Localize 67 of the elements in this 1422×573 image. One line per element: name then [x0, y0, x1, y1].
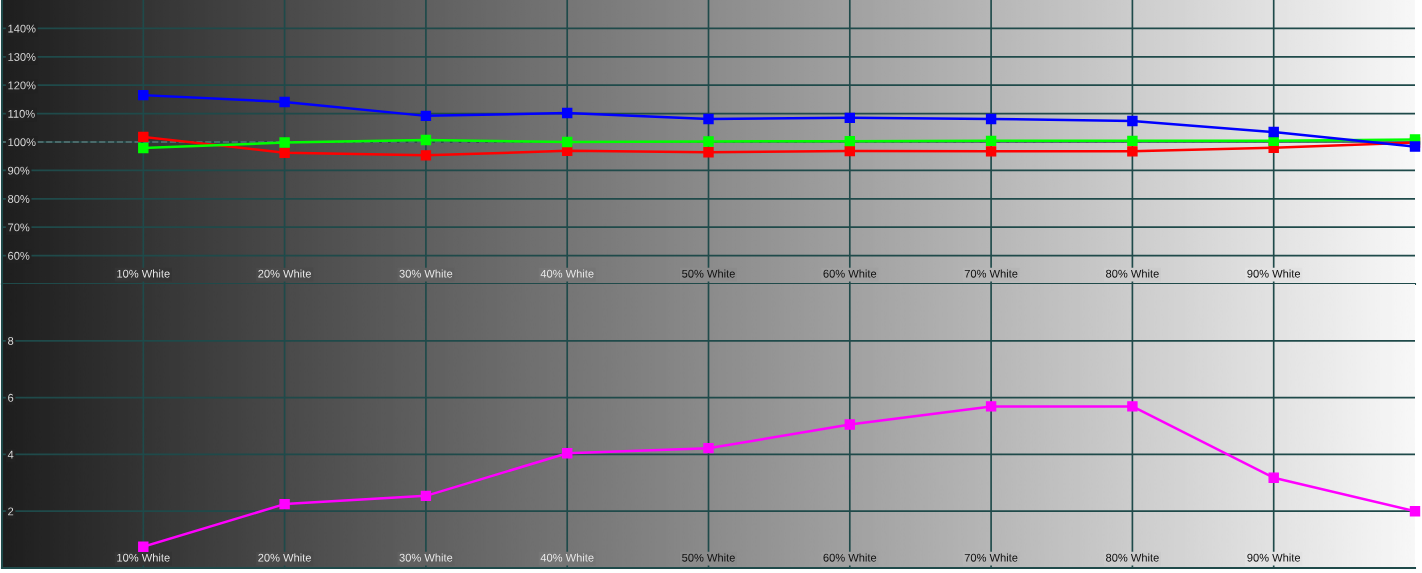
point	[420, 150, 432, 161]
x-tick-label: 20% White	[258, 269, 311, 278]
point	[1409, 505, 1421, 517]
point	[1268, 126, 1279, 138]
point	[279, 96, 290, 108]
point	[561, 136, 573, 148]
x-tick-label: 90% White	[1247, 553, 1301, 562]
x-tick-label: 80% White	[1106, 553, 1159, 562]
y-tick-label: 120%	[8, 81, 36, 90]
point	[1127, 146, 1138, 157]
y-tick-label: 70%	[8, 223, 30, 232]
x-tick-label: 30% White	[399, 553, 453, 562]
x-tick-label: 60% White	[823, 269, 877, 278]
y-tick-label: 6	[8, 393, 14, 402]
y-tick-label: 8	[8, 337, 14, 345]
y-tick-label: 100%	[8, 138, 36, 147]
x-tick-label: 80% White	[1106, 269, 1159, 278]
y-tick-label: 4	[7, 450, 14, 459]
point	[844, 112, 856, 124]
x-tick-label: 10% White	[117, 269, 170, 278]
y-tick-label: 130%	[8, 53, 36, 61]
point	[279, 147, 290, 159]
point	[1127, 401, 1138, 412]
point	[279, 137, 290, 148]
point	[1127, 135, 1138, 147]
x-tick-label: 70% White	[964, 553, 1018, 562]
x-tick-label: 50% White	[682, 269, 735, 278]
x-tick-label: 50% White	[682, 553, 735, 562]
y-tick-label: 60%	[8, 251, 30, 260]
point	[279, 498, 290, 510]
x-tick-label: 40% White	[540, 269, 594, 278]
point	[703, 136, 714, 147]
point	[561, 107, 573, 119]
point	[703, 113, 714, 125]
point	[1127, 115, 1138, 127]
point	[420, 490, 432, 502]
point	[985, 401, 997, 412]
point	[1268, 472, 1279, 483]
point	[1409, 141, 1421, 152]
point	[985, 135, 997, 147]
point	[420, 110, 432, 122]
x-tick-label: 40% White	[540, 553, 594, 562]
y-tick-label: 80%	[8, 195, 30, 203]
point	[844, 135, 856, 147]
point	[703, 442, 714, 454]
point	[561, 448, 573, 459]
point	[985, 113, 997, 125]
point	[703, 147, 714, 158]
point	[138, 541, 149, 552]
point	[844, 145, 856, 157]
x-tick-label: 90% White	[1247, 269, 1301, 278]
point	[138, 89, 149, 101]
y-tick-label: 90%	[8, 166, 30, 175]
y-tick-label: 110%	[8, 109, 35, 118]
point	[138, 142, 149, 154]
x-tick-label: 20% White	[258, 553, 311, 562]
y-tick-label: 2	[8, 507, 14, 516]
point	[138, 131, 149, 143]
x-tick-label: 70% White	[964, 269, 1018, 278]
point	[985, 146, 997, 157]
x-tick-label: 10% White	[117, 553, 170, 562]
x-tick-label: 60% White	[823, 553, 877, 562]
point	[420, 134, 432, 146]
x-tick-label: 30% White	[399, 269, 453, 278]
point	[844, 419, 856, 430]
y-tick-label: 140%	[8, 24, 36, 33]
point	[1268, 135, 1279, 147]
